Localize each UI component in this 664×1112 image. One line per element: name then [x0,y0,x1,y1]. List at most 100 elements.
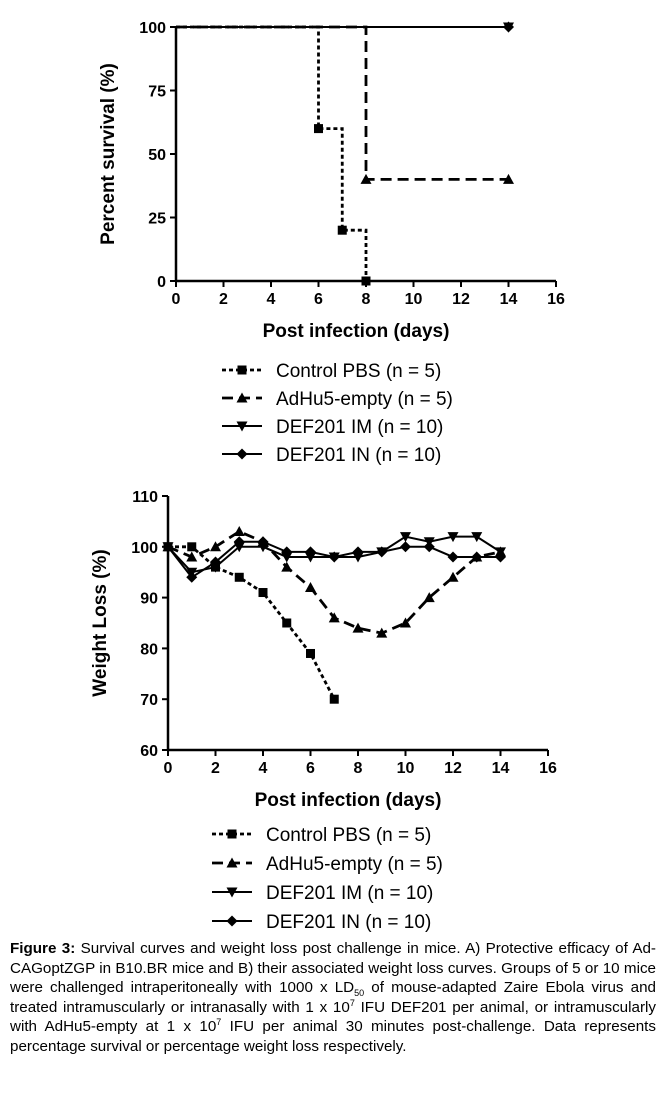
y-tick-label: 60 [140,743,158,760]
x-tick-label: 6 [314,291,323,308]
x-tick-label: 4 [267,291,276,308]
chart-panel-a: 0 2 4 6 8 10 12 14 16 0 25 50 75 100 Post infection (d… [98,20,565,466]
data-point [187,542,197,552]
y-tick-label: 80 [140,641,158,658]
y-tick-label: 100 [139,20,166,37]
data-point [210,556,221,568]
legend-marker [236,392,248,403]
data-point [337,225,347,235]
caption-superscript-2: 7 [216,1017,222,1028]
legend-entry-0: Control PBS (n = 5) [212,825,431,846]
figure-caption: Figure 3: Survival curves and weight los… [10,939,656,1057]
x-tick-label: 16 [539,760,557,777]
legend-label: Control PBS (n = 5) [276,361,441,382]
caption-text-2: of mouse-adapted Zaire Ebola virus and t… [10,979,656,1016]
chart-panel-b: 0 2 4 6 8 10 12 14 16 60 70 80 90 100 110 Post infectio… [90,489,557,933]
data-point [400,617,411,628]
caption-text-4: IFU per animal 30 minutes post-challenge… [10,1018,656,1055]
data-point [360,173,372,184]
y-tick-label: 100 [131,540,158,557]
caption-text-1: Survival curves and weight loss post cha… [10,940,656,997]
legend-entry-3: DEF201 IN (n = 10) [222,445,441,466]
caption-text-3: IFU DEF201 per animal, or intramuscularl… [10,998,656,1036]
series-3 [176,21,514,33]
data-point [447,532,459,543]
data-point [306,648,315,658]
data-point [281,546,293,558]
series-1 [176,25,514,184]
legend-label: DEF201 IM (n = 10) [266,883,433,904]
caption-subscript: 50 [354,988,365,999]
x-tick-label: 10 [405,291,423,308]
x-tick-label: 0 [164,760,173,777]
data-point [471,532,483,543]
series-1 [162,526,506,638]
x-tick-label: 6 [306,760,315,777]
data-point [471,551,483,563]
legend-marker [236,421,248,432]
data-point [328,612,340,623]
legend-marker [237,365,247,375]
data-point [210,562,221,573]
data-point [376,546,388,558]
legend-marker [236,448,248,460]
data-point [305,581,316,592]
x-axis-title: Post infection (days) [255,790,442,811]
legend-label: AdHu5-empty (n = 5) [266,854,443,875]
x-tick-label: 2 [219,291,228,308]
data-point [352,622,364,633]
data-point [314,124,323,134]
data-point [352,546,364,558]
data-point [503,173,514,184]
data-point [233,536,245,548]
data-point [233,526,245,537]
data-point [376,627,388,638]
data-point [210,541,221,552]
data-point [328,551,340,563]
x-tick-label: 8 [354,760,363,777]
legend-entry-2: DEF201 IM (n = 10) [212,883,433,904]
data-point [400,532,411,543]
data-point [352,552,364,563]
legend-label: AdHu5-empty (n = 5) [276,389,453,410]
y-tick-label: 75 [148,84,166,101]
x-tick-label: 8 [362,291,371,308]
series-line [176,25,368,281]
y-axis-title: Percent survival (%) [98,63,119,245]
y-tick-label: 110 [132,489,158,506]
x-tick-label: 14 [500,291,518,308]
data-point [400,541,411,553]
x-tick-label: 2 [211,760,220,777]
data-point [186,571,198,583]
x-tick-label: 4 [259,760,268,777]
y-tick-label: 90 [140,591,158,608]
data-point [305,552,316,563]
data-point [329,694,339,704]
legend-marker [226,915,238,927]
legend-label: DEF201 IM (n = 10) [276,417,443,438]
y-tick-label: 0 [157,274,166,291]
x-tick-label: 12 [444,760,462,777]
y-tick-label: 50 [148,147,166,164]
data-point [305,546,316,558]
legend-label: DEF201 IN (n = 10) [276,445,441,466]
legend-entry-2: DEF201 IM (n = 10) [222,417,443,438]
legend-entry-3: DEF201 IN (n = 10) [212,912,431,933]
data-point [447,551,459,563]
data-point [503,21,514,33]
x-tick-label: 12 [452,291,470,308]
data-point [281,561,293,572]
y-axis-title: Weight Loss (%) [90,549,111,696]
data-point [282,618,292,628]
legend-entry-1: AdHu5-empty (n = 5) [212,854,443,875]
data-point [447,571,459,582]
data-point [281,552,293,563]
y-tick-label: 25 [148,211,166,228]
caption-label: Figure 3: [10,940,76,957]
legend-entry-0: Control PBS (n = 5) [222,361,441,382]
data-point [257,542,269,553]
caption-superscript-1: 7 [349,997,355,1008]
data-point [234,572,244,582]
legend-label: DEF201 IN (n = 10) [266,912,431,933]
